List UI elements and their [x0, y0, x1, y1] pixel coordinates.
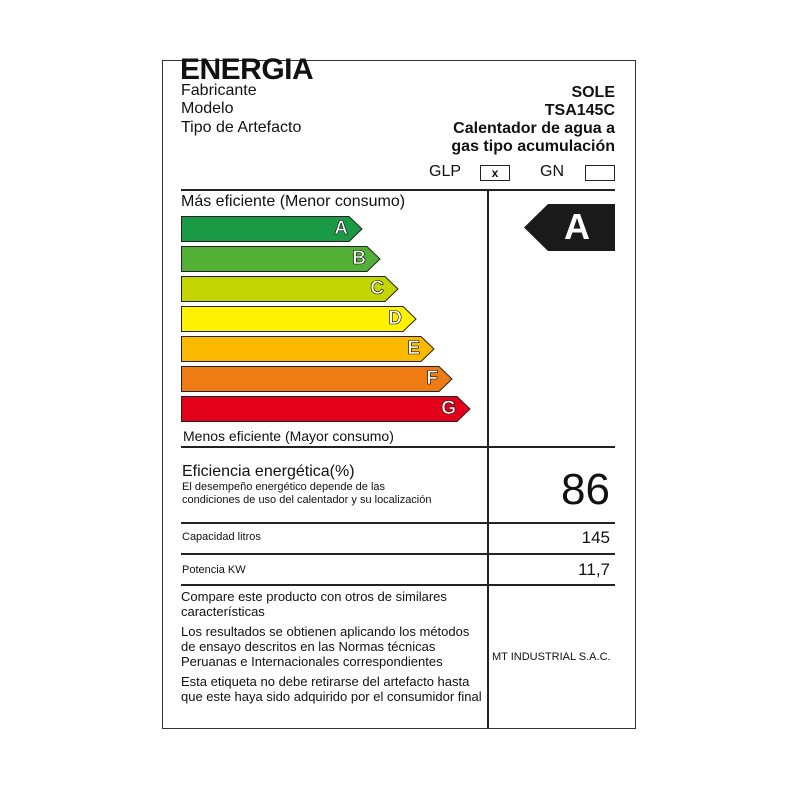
tipo-value-2: gas tipo acumulación — [451, 138, 615, 155]
divider — [181, 446, 615, 448]
energy-class-bar-g: G — [181, 396, 471, 422]
energy-class-letter: G — [441, 398, 456, 420]
divider — [181, 584, 615, 586]
efficiency-note-1: El desempeño energético depende de las — [182, 481, 386, 493]
divider — [181, 522, 615, 524]
divider — [181, 553, 615, 555]
footer-notes: Compare este producto con otros de simil… — [181, 589, 483, 709]
power-value: 11,7 — [578, 560, 610, 579]
energy-class-bar-b: B — [181, 246, 381, 272]
energy-class-bar-f: F — [181, 366, 453, 392]
energy-class-letter: C — [370, 278, 384, 300]
efficiency-note-2: condiciones de uso del calentador y su l… — [182, 494, 432, 506]
energy-class-letter: B — [352, 248, 366, 270]
capacity-value: 145 — [581, 528, 610, 547]
footer-compare: Compare este producto con otros de simil… — [181, 589, 447, 619]
energy-class-bar-d: D — [181, 306, 417, 332]
glp-label: GLP — [429, 163, 462, 180]
efficiency-label: Eficiencia energética(%) — [182, 463, 355, 480]
efficiency-value: 86 — [561, 465, 610, 514]
divider — [181, 189, 615, 191]
label-frame — [162, 60, 636, 729]
energy-class-letter: A — [334, 218, 348, 240]
modelo-label: Modelo — [181, 100, 234, 117]
footer-methods: Los resultados se obtienen aplicando los… — [181, 624, 470, 669]
footer-warning: Esta etiqueta no debe retirarse del arte… — [181, 674, 482, 704]
column-divider — [487, 190, 489, 728]
modelo-value: TSA145C — [544, 102, 615, 119]
fabricante-label: Fabricante — [181, 82, 257, 99]
gn-checkbox — [585, 165, 615, 181]
company-name: MT INDUSTRIAL S.A.C. — [492, 651, 611, 663]
tipo-label: Tipo de Artefacto — [181, 119, 302, 136]
energy-class-bar-c: C — [181, 276, 399, 302]
fabricante-value: SOLE — [571, 84, 615, 101]
scale-top-label: Más eficiente (Menor consumo) — [181, 193, 406, 210]
energy-class-bar-a: A — [181, 216, 363, 242]
capacity-label: Capacidad litros — [182, 531, 261, 543]
rating-arrow: A — [524, 204, 615, 251]
tipo-value-1: Calentador de agua a — [453, 120, 615, 137]
energy-class-bar-e: E — [181, 336, 435, 362]
glp-checkbox: x — [480, 165, 510, 181]
energy-class-letter: F — [426, 368, 438, 390]
energy-class-letter: D — [388, 308, 402, 330]
power-label: Potencia KW — [182, 564, 246, 576]
gn-label: GN — [540, 163, 564, 180]
energy-class-letter: E — [407, 338, 420, 360]
scale-bottom-label: Menos eficiente (Mayor consumo) — [183, 428, 394, 444]
rating-letter: A — [564, 206, 590, 247]
label-title: ENERGIA — [180, 53, 314, 86]
